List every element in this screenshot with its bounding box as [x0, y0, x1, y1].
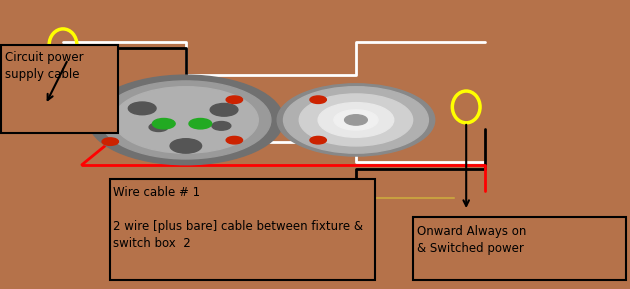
Circle shape	[210, 103, 238, 116]
Circle shape	[310, 136, 326, 144]
Circle shape	[226, 136, 243, 144]
Circle shape	[318, 103, 394, 137]
Circle shape	[212, 122, 231, 130]
Circle shape	[345, 115, 367, 125]
Circle shape	[152, 118, 175, 129]
Text: Circuit power
supply cable: Circuit power supply cable	[5, 51, 84, 81]
Circle shape	[113, 87, 258, 153]
FancyBboxPatch shape	[110, 179, 375, 280]
Text: Wire cable # 1

2 wire [plus bare] cable between fixture &
switch box  2: Wire cable # 1 2 wire [plus bare] cable …	[113, 186, 364, 250]
Circle shape	[310, 96, 326, 103]
Circle shape	[149, 123, 168, 131]
Circle shape	[277, 84, 435, 156]
Circle shape	[101, 81, 271, 159]
Circle shape	[299, 94, 413, 146]
Circle shape	[334, 110, 378, 130]
Circle shape	[226, 96, 243, 103]
Circle shape	[129, 102, 156, 115]
FancyBboxPatch shape	[413, 217, 626, 280]
Text: Onward Always on
& Switched power: Onward Always on & Switched power	[417, 225, 527, 255]
Circle shape	[102, 138, 118, 145]
Circle shape	[88, 75, 284, 165]
Circle shape	[170, 139, 202, 153]
FancyBboxPatch shape	[1, 45, 118, 133]
Circle shape	[189, 118, 212, 129]
Circle shape	[284, 87, 428, 153]
